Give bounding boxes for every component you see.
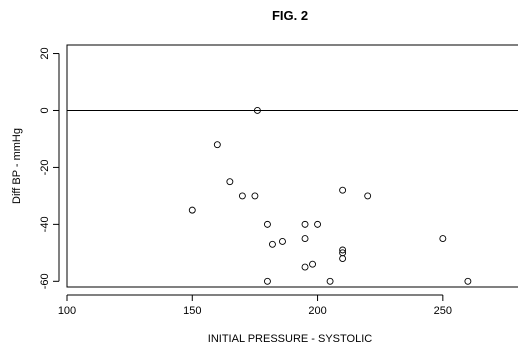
data-point: [263, 277, 271, 285]
data-point: [238, 192, 246, 200]
data-point: [339, 255, 347, 262]
y-axis: -60 -40 -20 0 20: [39, 47, 60, 289]
x-axis-label: INITIAL PRESSURE - SYSTOLIC: [208, 333, 372, 345]
x-tick-label: 100: [58, 305, 76, 317]
data-point: [213, 141, 221, 149]
data-point: [226, 178, 234, 186]
x-tick-label: 250: [434, 305, 452, 317]
data-points: [188, 107, 472, 285]
data-point: [339, 186, 347, 194]
data-point: [464, 277, 472, 285]
data-point: [339, 246, 347, 254]
data-point: [188, 206, 196, 214]
x-tick-label: 200: [308, 305, 326, 317]
y-tick-label: -20: [39, 159, 51, 175]
data-point: [309, 260, 316, 268]
plot-area: [66, 44, 518, 288]
data-point: [251, 192, 259, 200]
data-point: [364, 192, 372, 200]
data-point: [279, 237, 286, 245]
x-axis: 100 150 200 250: [58, 294, 452, 317]
y-axis-label: Diff BP - mmHg: [11, 128, 23, 204]
data-point: [439, 235, 447, 243]
y-tick-label: 20: [39, 47, 51, 59]
data-point: [253, 107, 261, 114]
data-point: [326, 277, 334, 285]
chart-title: FIG. 2: [272, 8, 308, 23]
x-tick-label: 150: [183, 305, 201, 317]
data-point: [301, 235, 309, 243]
data-point: [263, 220, 271, 228]
plot-frame: [66, 44, 518, 288]
data-point: [301, 263, 309, 271]
y-tick-label: -60: [39, 273, 51, 289]
y-tick-label: -40: [39, 216, 51, 232]
y-tick-label: 0: [39, 107, 51, 113]
data-point: [301, 220, 309, 228]
data-point: [269, 240, 276, 248]
data-point: [314, 220, 322, 228]
